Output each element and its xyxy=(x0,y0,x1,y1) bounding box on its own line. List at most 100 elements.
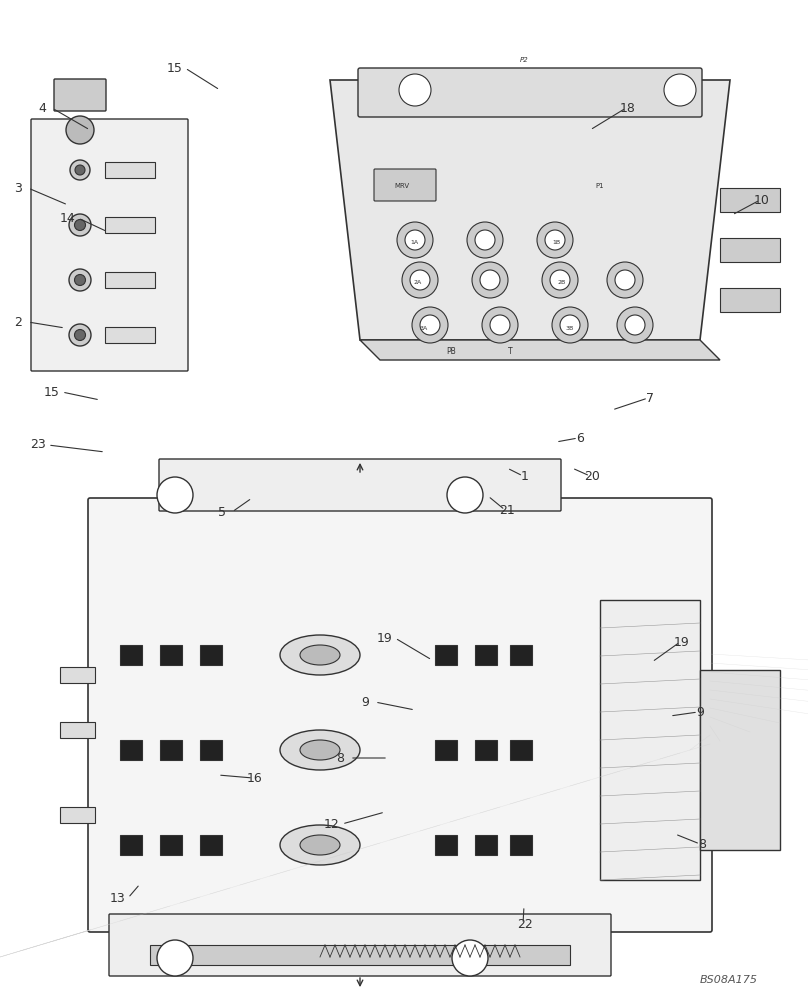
Text: P2: P2 xyxy=(520,57,528,63)
Bar xyxy=(105,272,155,288)
FancyBboxPatch shape xyxy=(88,498,712,932)
Text: 15: 15 xyxy=(167,62,183,75)
Text: 19: 19 xyxy=(377,632,393,645)
Text: T: T xyxy=(507,347,512,356)
Circle shape xyxy=(545,230,565,250)
Circle shape xyxy=(397,222,433,258)
Bar xyxy=(200,835,222,855)
Bar xyxy=(435,740,457,760)
Bar xyxy=(720,238,780,262)
Text: 22: 22 xyxy=(517,918,532,930)
Bar xyxy=(700,670,780,850)
Polygon shape xyxy=(360,340,720,360)
Bar xyxy=(720,288,780,312)
FancyBboxPatch shape xyxy=(54,79,106,111)
Bar xyxy=(60,722,95,738)
Circle shape xyxy=(607,262,643,298)
Bar xyxy=(120,645,142,665)
Circle shape xyxy=(560,315,580,335)
Text: MRV: MRV xyxy=(394,183,410,189)
Circle shape xyxy=(475,230,495,250)
Bar xyxy=(160,740,182,760)
Circle shape xyxy=(66,116,94,144)
Text: 19: 19 xyxy=(674,636,690,648)
Bar xyxy=(475,645,497,665)
Circle shape xyxy=(412,307,448,343)
Text: 12: 12 xyxy=(324,818,340,830)
FancyBboxPatch shape xyxy=(159,459,561,511)
Circle shape xyxy=(452,940,488,976)
FancyBboxPatch shape xyxy=(31,119,188,371)
Ellipse shape xyxy=(300,645,340,665)
Circle shape xyxy=(69,324,91,346)
Circle shape xyxy=(550,270,570,290)
FancyBboxPatch shape xyxy=(358,68,702,117)
Text: 3B: 3B xyxy=(566,326,574,330)
Text: 2: 2 xyxy=(14,316,22,328)
Circle shape xyxy=(399,74,431,106)
Circle shape xyxy=(480,270,500,290)
Circle shape xyxy=(552,307,588,343)
Circle shape xyxy=(74,274,86,286)
Circle shape xyxy=(402,262,438,298)
Circle shape xyxy=(410,270,430,290)
Bar xyxy=(510,645,532,665)
Text: 1A: 1A xyxy=(410,239,418,244)
Text: 20: 20 xyxy=(584,470,600,483)
Text: 1B: 1B xyxy=(552,239,560,244)
Circle shape xyxy=(157,477,193,513)
Bar xyxy=(160,645,182,665)
Bar xyxy=(150,945,570,965)
Ellipse shape xyxy=(300,835,340,855)
FancyBboxPatch shape xyxy=(374,169,436,201)
Ellipse shape xyxy=(280,635,360,675)
Text: BS08A175: BS08A175 xyxy=(700,975,758,985)
Text: 4: 4 xyxy=(38,102,46,114)
Circle shape xyxy=(405,230,425,250)
Bar xyxy=(105,162,155,178)
Circle shape xyxy=(467,222,503,258)
Text: 3: 3 xyxy=(14,182,22,194)
Circle shape xyxy=(447,477,483,513)
Text: 8: 8 xyxy=(698,838,706,850)
Bar xyxy=(105,217,155,233)
Circle shape xyxy=(69,269,91,291)
Circle shape xyxy=(74,220,86,231)
Text: 21: 21 xyxy=(499,504,515,516)
Text: 3A: 3A xyxy=(420,326,428,330)
Text: 7: 7 xyxy=(646,391,654,404)
Circle shape xyxy=(70,160,90,180)
Circle shape xyxy=(157,940,193,976)
Bar xyxy=(510,740,532,760)
Circle shape xyxy=(615,270,635,290)
Text: 10: 10 xyxy=(754,194,770,207)
Ellipse shape xyxy=(280,825,360,865)
Text: 2B: 2B xyxy=(558,279,566,284)
Text: P1: P1 xyxy=(595,183,604,189)
Circle shape xyxy=(664,74,696,106)
Polygon shape xyxy=(330,80,730,340)
Bar xyxy=(435,835,457,855)
Circle shape xyxy=(472,262,508,298)
FancyBboxPatch shape xyxy=(109,914,611,976)
Circle shape xyxy=(69,214,91,236)
Text: 16: 16 xyxy=(247,772,263,784)
Bar xyxy=(120,835,142,855)
Bar xyxy=(510,835,532,855)
Ellipse shape xyxy=(300,740,340,760)
Bar xyxy=(720,188,780,212)
Bar xyxy=(105,327,155,343)
Bar xyxy=(120,740,142,760)
Bar xyxy=(60,667,95,683)
Text: 9: 9 xyxy=(361,696,369,708)
Bar xyxy=(475,835,497,855)
Text: 23: 23 xyxy=(30,438,46,452)
Text: 8: 8 xyxy=(336,752,344,764)
Bar xyxy=(60,807,95,823)
Text: 1: 1 xyxy=(521,470,529,483)
Circle shape xyxy=(74,330,86,340)
Text: 2A: 2A xyxy=(414,279,422,284)
Circle shape xyxy=(490,315,510,335)
Text: 15: 15 xyxy=(44,385,60,398)
Circle shape xyxy=(420,315,440,335)
